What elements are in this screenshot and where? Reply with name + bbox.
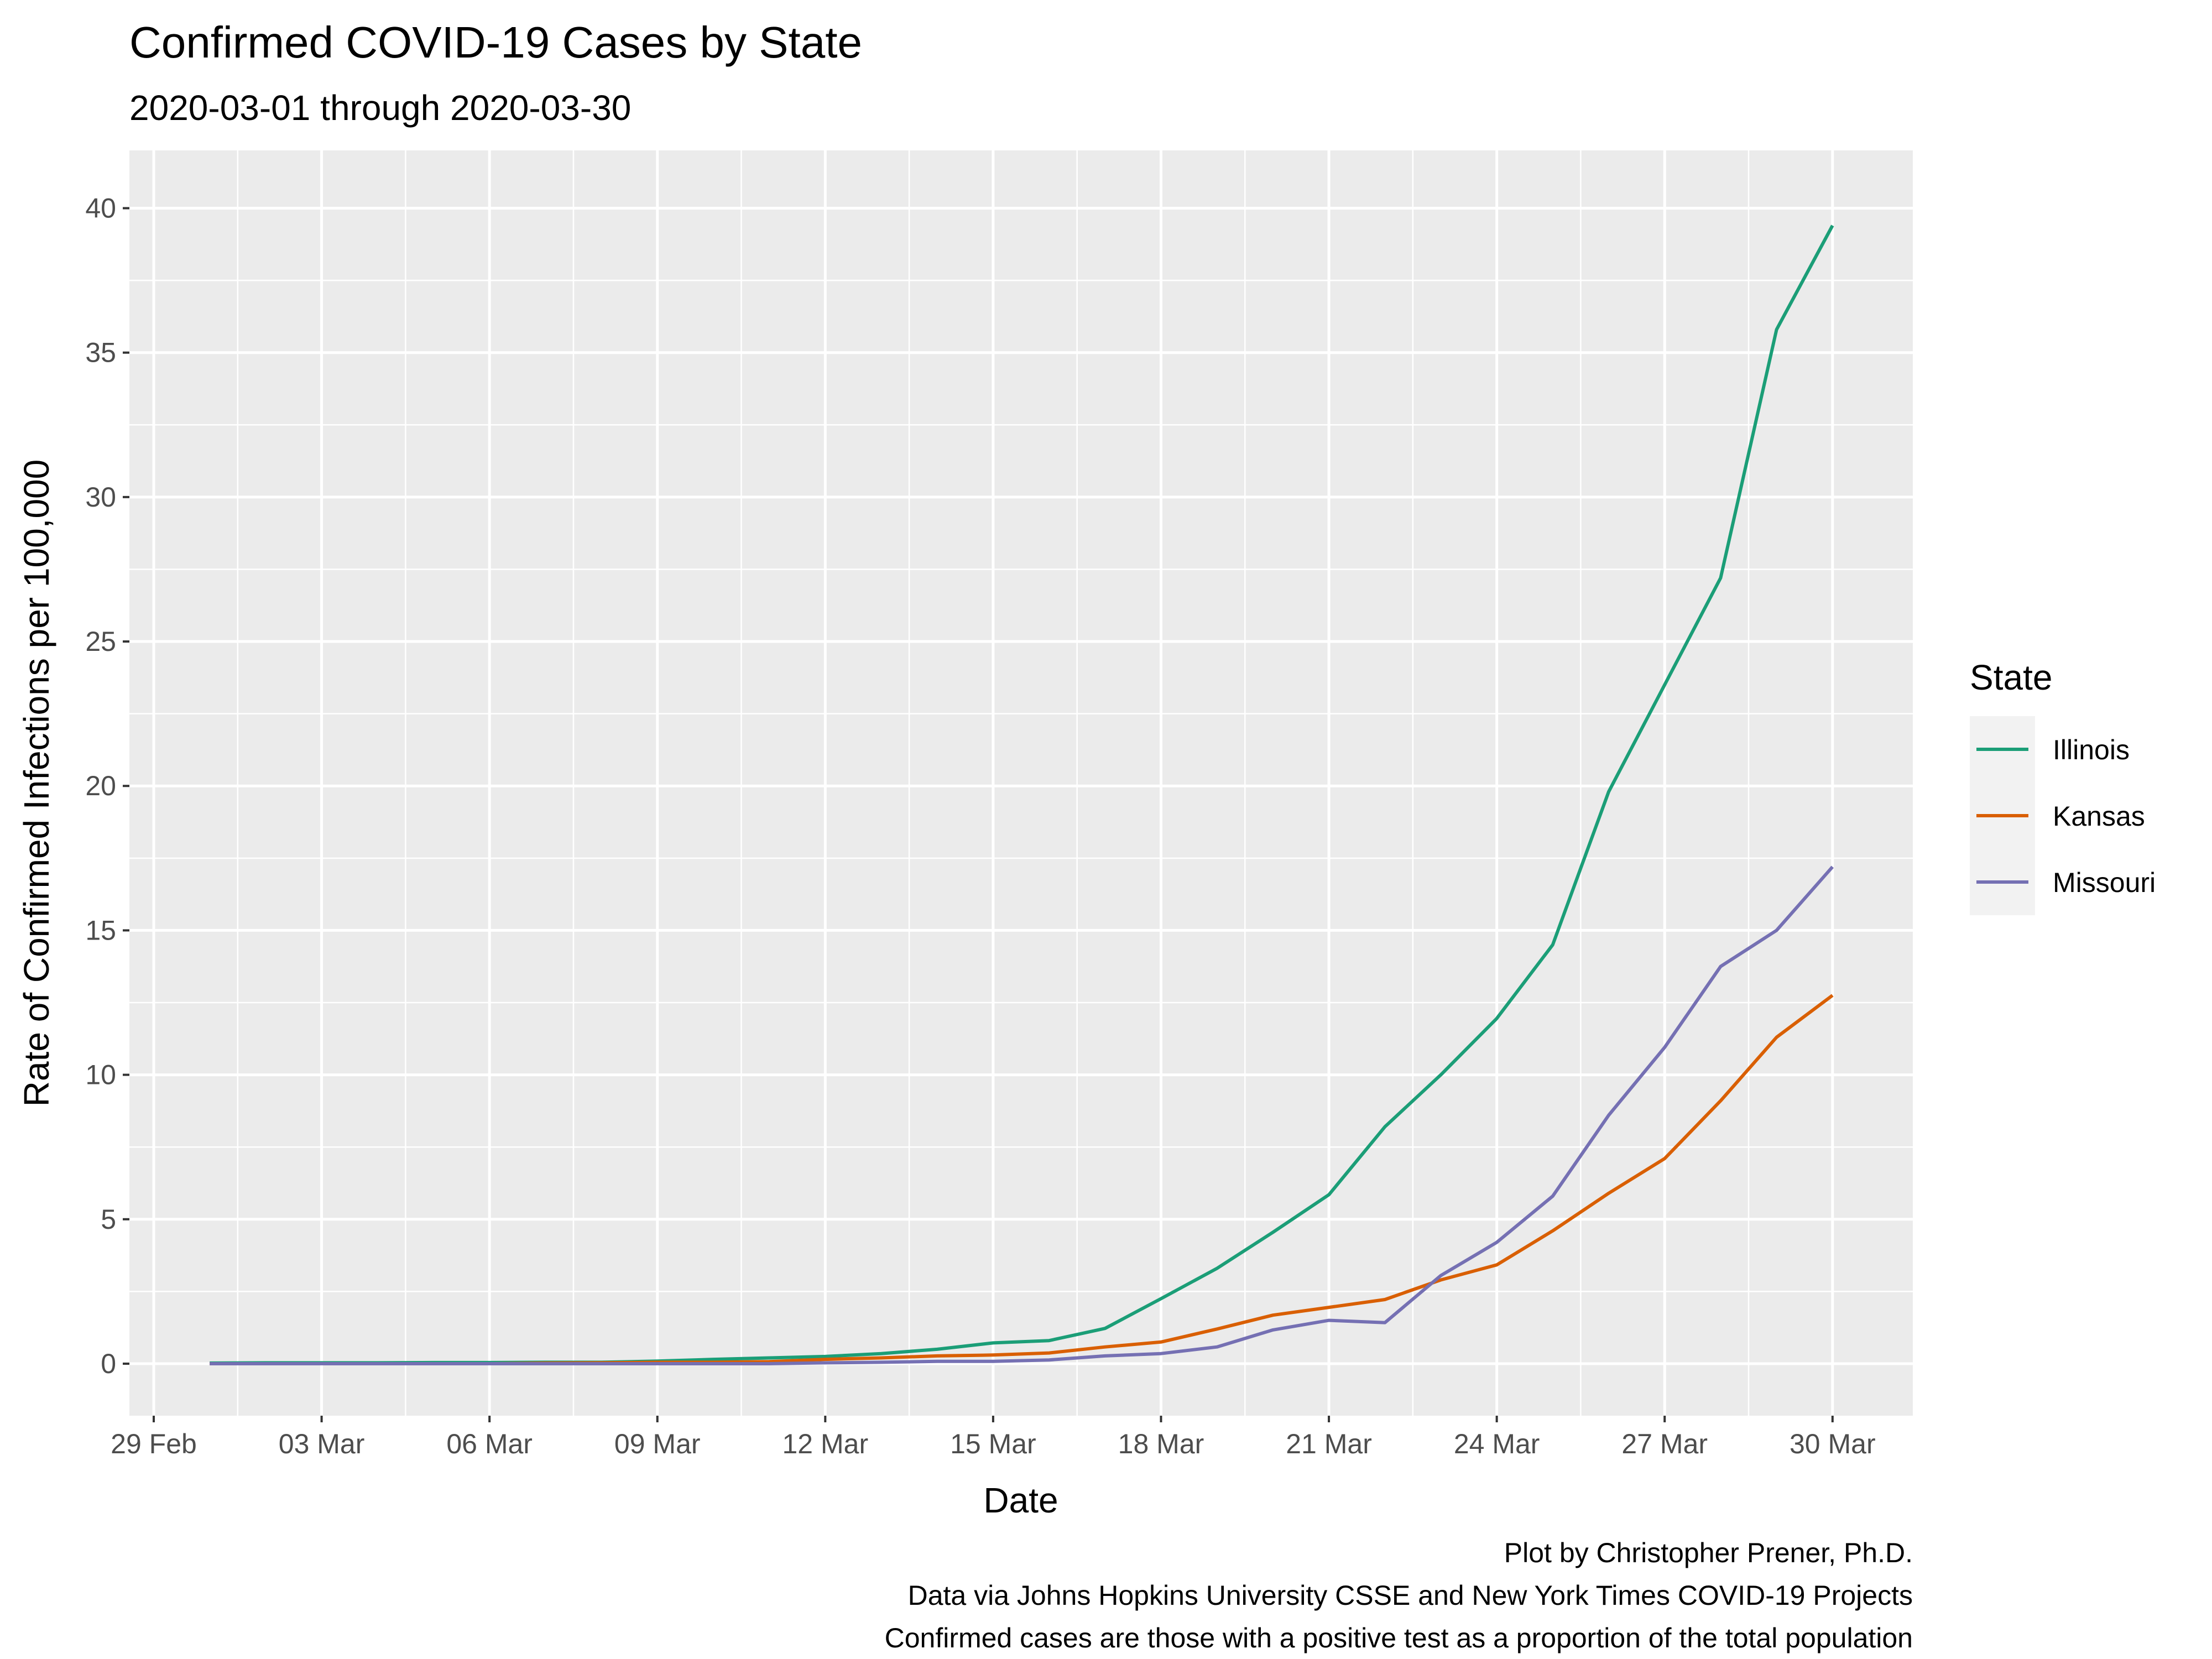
series-lines (210, 225, 1834, 1365)
x-tick-label: 18 Mar (1118, 1428, 1204, 1459)
x-tick-label: 06 Mar (446, 1428, 533, 1459)
chart-title: Confirmed COVID-19 Cases by State (129, 18, 862, 67)
legend-label: Illinois (2053, 734, 2130, 765)
x-tick-label: 15 Mar (950, 1428, 1036, 1459)
legend-label: Kansas (2053, 801, 2145, 832)
x-axis-title: Date (983, 1480, 1058, 1520)
x-tick-label: 29 Feb (111, 1428, 197, 1459)
caption-line: Confirmed cases are those with a positiv… (885, 1623, 1913, 1653)
x-tick-label: 21 Mar (1286, 1428, 1372, 1459)
y-tick-label: 15 (85, 915, 116, 946)
caption-line: Plot by Christopher Prener, Ph.D. (1504, 1537, 1913, 1568)
x-tick-label: 24 Mar (1454, 1428, 1540, 1459)
series-line-missouri (210, 865, 1834, 1365)
y-tick-label: 40 (85, 192, 116, 223)
chart-subtitle: 2020-03-01 through 2020-03-30 (129, 88, 631, 128)
legend: State Illinois Kansas Missouri (1970, 658, 2156, 915)
x-tick-label: 27 Mar (1621, 1428, 1708, 1459)
legend-title: State (1970, 658, 2052, 697)
y-tick-label: 35 (85, 337, 116, 368)
y-tick-label: 0 (101, 1348, 116, 1379)
y-axis-title: Rate of Confirmed Infections per 100,000 (17, 460, 56, 1107)
caption: Plot by Christopher Prener, Ph.D. Data v… (885, 1537, 1913, 1653)
x-tick-label: 03 Mar (279, 1428, 365, 1459)
y-tick-label: 10 (85, 1060, 116, 1091)
legend-label: Missouri (2053, 867, 2156, 898)
caption-line: Data via Johns Hopkins University CSSE a… (908, 1580, 1913, 1611)
x-tick-label: 09 Mar (614, 1428, 701, 1459)
x-tick-label: 12 Mar (782, 1428, 869, 1459)
y-axis: 0 5 10 15 20 25 30 35 40 (85, 192, 129, 1379)
y-tick-label: 5 (101, 1204, 116, 1235)
x-tick-label: 30 Mar (1790, 1428, 1876, 1459)
y-tick-label: 30 (85, 482, 116, 513)
plot-panel (129, 150, 1913, 1416)
y-tick-label: 20 (85, 770, 116, 801)
y-tick-label: 25 (85, 626, 116, 657)
x-axis: 29 Feb 03 Mar 06 Mar 09 Mar 12 Mar 15 Mar 18 M… (111, 1416, 1876, 1459)
minor-gridlines (129, 150, 1913, 1416)
